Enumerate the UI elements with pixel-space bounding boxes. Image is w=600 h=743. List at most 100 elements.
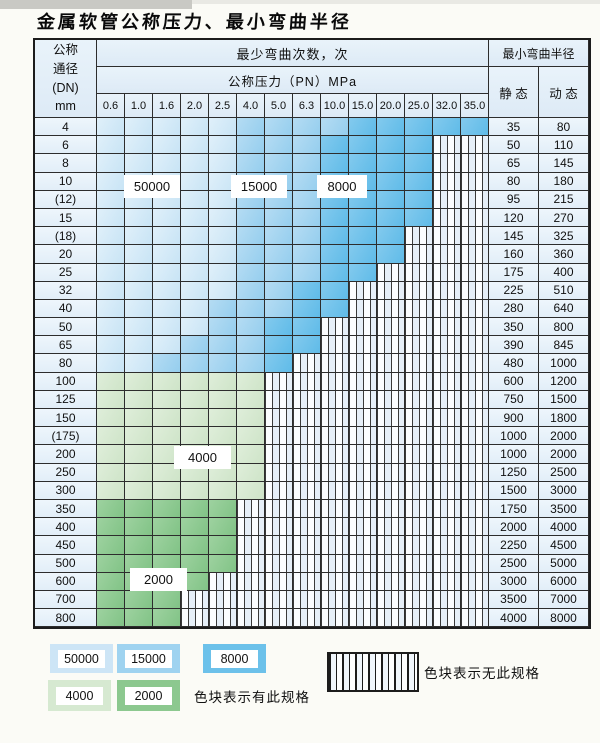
spec-cell — [265, 481, 293, 500]
spec-cell — [181, 481, 209, 500]
spec-cell — [349, 336, 377, 355]
spec-cell — [237, 463, 265, 482]
spec-cell — [433, 427, 461, 446]
dn-cell: 350 — [35, 499, 97, 519]
spec-cell — [97, 499, 125, 519]
spec-cell — [349, 299, 377, 319]
spec-cell — [433, 245, 461, 264]
spec-cell — [293, 354, 321, 373]
spec-cell — [293, 463, 321, 482]
spec-cell — [433, 463, 461, 482]
spec-cell — [125, 590, 153, 610]
static-column-header: 静 态 — [489, 67, 539, 118]
spec-cell — [265, 463, 293, 482]
spec-cell — [181, 281, 209, 300]
spec-cell — [209, 572, 237, 591]
spec-cell — [433, 518, 461, 537]
static-radius-value: 4000 — [489, 609, 539, 628]
dn-column-header: 公称 通径 (DN) mm — [35, 40, 97, 118]
spec-cell — [405, 190, 433, 209]
legend-no-spec-note: 色块表示无此规格 — [424, 666, 540, 681]
pressure-col-header: 2.5 — [209, 94, 237, 118]
spec-cell — [181, 299, 209, 319]
spec-cell — [433, 263, 461, 282]
spec-cell — [209, 499, 237, 519]
spec-cell — [153, 227, 181, 246]
spec-cell — [237, 445, 265, 464]
spec-cell — [461, 590, 489, 610]
dn-cell: 800 — [35, 609, 97, 628]
spec-cell — [209, 536, 237, 555]
spec-cell — [125, 118, 153, 137]
static-radius-value: 145 — [489, 227, 539, 246]
spec-cell — [321, 263, 349, 282]
spec-cell — [265, 609, 293, 628]
dynamic-radius-value: 2500 — [539, 463, 589, 482]
cycles-label-50000: 50000 — [125, 176, 179, 197]
spec-cell — [209, 590, 237, 610]
dn-cell: 25 — [35, 263, 97, 282]
spec-cell — [237, 590, 265, 610]
spec-cell — [321, 481, 349, 500]
dn-cell: 4 — [35, 118, 97, 137]
spec-cell — [461, 318, 489, 337]
spec-cell — [97, 190, 125, 209]
spec-cell — [181, 536, 209, 555]
spec-cell — [405, 609, 433, 628]
dn-cell: (18) — [35, 227, 97, 246]
spec-cell — [293, 245, 321, 264]
spec-cell — [461, 463, 489, 482]
static-radius-value: 80 — [489, 172, 539, 191]
nominal-pressure-header: 公称压力（PN）MPa — [97, 67, 489, 94]
pressure-col-header: 4.0 — [237, 94, 265, 118]
spec-cell — [153, 208, 181, 228]
spec-cell — [377, 281, 405, 300]
static-radius-value: 50 — [489, 136, 539, 155]
spec-cell — [209, 554, 237, 573]
spec-cell — [153, 299, 181, 319]
spec-cell — [97, 208, 125, 228]
dynamic-radius-value: 510 — [539, 281, 589, 300]
legend-no-spec-swatch — [327, 652, 419, 692]
spec-cell — [237, 609, 265, 628]
spec-cell — [461, 227, 489, 246]
spec-cell — [433, 499, 461, 519]
dn-cell: 600 — [35, 572, 97, 591]
spec-cell — [209, 336, 237, 355]
spec-cell — [265, 572, 293, 591]
spec-cell — [125, 299, 153, 319]
spec-cell — [349, 445, 377, 464]
spec-cell — [293, 172, 321, 191]
dynamic-radius-value: 800 — [539, 318, 589, 337]
spec-cell — [293, 499, 321, 519]
spec-cell — [125, 518, 153, 537]
spec-cell — [377, 518, 405, 537]
spec-cell — [377, 354, 405, 373]
dn-cell: 100 — [35, 372, 97, 391]
spec-cell — [433, 354, 461, 373]
spec-cell — [125, 463, 153, 482]
dynamic-radius-value: 2000 — [539, 427, 589, 446]
spec-cell — [153, 372, 181, 391]
static-radius-value: 900 — [489, 409, 539, 428]
spec-cell — [125, 499, 153, 519]
spec-cell — [181, 554, 209, 573]
static-radius-value: 35 — [489, 118, 539, 137]
spec-cell — [461, 118, 489, 137]
spec-cell — [377, 427, 405, 446]
spec-cell — [293, 518, 321, 537]
static-radius-value: 175 — [489, 263, 539, 282]
spec-cell — [153, 336, 181, 355]
legend-has-spec-note: 色块表示有此规格 — [194, 689, 310, 705]
spec-cell — [125, 609, 153, 628]
spec-cell — [153, 281, 181, 300]
spec-cell — [209, 354, 237, 373]
spec-cell — [405, 136, 433, 155]
spec-cell — [265, 263, 293, 282]
min-bend-radius-header: 最小弯曲半径 — [489, 40, 589, 67]
spec-cell — [461, 336, 489, 355]
dynamic-radius-value: 180 — [539, 172, 589, 191]
spec-cell — [153, 518, 181, 537]
spec-cell — [181, 136, 209, 155]
